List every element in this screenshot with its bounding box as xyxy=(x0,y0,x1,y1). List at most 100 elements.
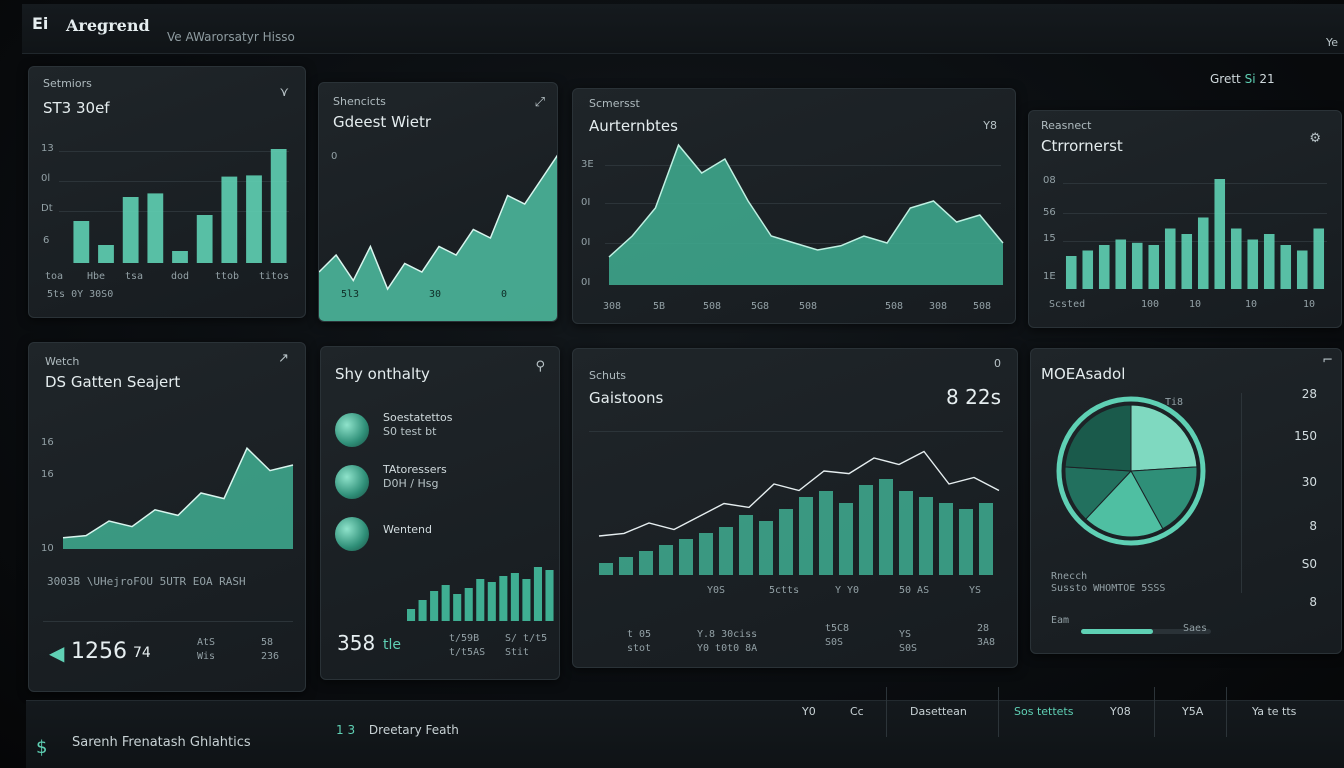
arrow-icon[interactable]: ↗ xyxy=(278,351,289,366)
tab-item[interactable]: Y0 xyxy=(802,705,816,718)
series-line xyxy=(608,143,1004,258)
breadcrumb[interactable]: Ve AWarorsatyr Hisso xyxy=(167,30,295,44)
y-tick: 0I xyxy=(581,277,591,288)
right-value: S0 xyxy=(1301,557,1317,571)
search-field[interactable]: Sarenh Frenatash Ghlahtics xyxy=(72,735,251,750)
stat-a: AtS xyxy=(197,637,216,648)
expand-icon[interactable]: ⤢ xyxy=(534,95,545,110)
big-value: 1256 xyxy=(71,639,127,664)
stat-a: t5C8 xyxy=(825,623,850,634)
panel-attributes[interactable]: Scmersst Aurternbtes Y8 3E 0I 0I 0I 308 … xyxy=(572,88,1016,324)
x-label: Scsted xyxy=(1049,299,1086,310)
app-logo: Ei xyxy=(32,14,49,33)
chart-bar xyxy=(699,533,713,575)
menu-icon[interactable]: 0 xyxy=(994,357,1001,370)
gem-icon xyxy=(335,413,369,447)
pie-chart xyxy=(1056,396,1206,546)
right-value: 28 xyxy=(1301,387,1317,401)
chart-bar xyxy=(1247,239,1259,289)
mid-status: 1 3 Dreetary Feath xyxy=(336,723,459,737)
chart-bar xyxy=(779,509,793,575)
stat-b: stot xyxy=(627,643,652,654)
bottom-bar: $ Sarenh Frenatash Ghlahtics 1 3 Dreetar… xyxy=(26,687,1344,768)
stat-a: t 05 xyxy=(627,629,652,640)
chart-bar xyxy=(246,175,262,263)
status-indicator: Grett Si 21 xyxy=(1210,72,1275,86)
status-value: Si xyxy=(1244,72,1256,86)
chart-bar xyxy=(430,591,439,621)
tab-item[interactable]: Dasettean xyxy=(910,705,967,718)
headline-value: 8 22s xyxy=(946,385,1001,409)
x-label: YS xyxy=(969,585,982,596)
tab-item[interactable]: Y08 xyxy=(1110,705,1131,718)
x-label: 508 xyxy=(703,301,722,312)
chart-bar xyxy=(1131,242,1143,289)
chart-bar xyxy=(679,539,693,575)
progress-track xyxy=(1081,629,1211,634)
more-icon[interactable]: ⋎ xyxy=(279,85,289,100)
chart-bar xyxy=(1214,179,1226,289)
tab-item[interactable]: Ya te tts xyxy=(1252,705,1297,718)
panel-title: MOEAsadol xyxy=(1041,365,1126,383)
chart-bar xyxy=(499,576,508,621)
panel-gatten-seajert[interactable]: Wetch DS Gatten Seajert ↗ 16 16 10 3003B… xyxy=(28,342,306,692)
x-label: toa xyxy=(45,271,64,282)
tab-item[interactable]: Y5A xyxy=(1182,705,1204,718)
gem-icon xyxy=(335,517,369,551)
series-line xyxy=(319,154,557,291)
panel-shy-onthalty[interactable]: Shy onthalty ⚲ Soestatettos S0 test bt T… xyxy=(320,346,560,680)
chart-bar xyxy=(719,527,733,575)
stat-b: S0S xyxy=(825,637,844,648)
chart-bar xyxy=(407,609,416,621)
stat-b: 236 xyxy=(261,651,280,662)
area-chart xyxy=(319,154,557,321)
close-icon[interactable]: ⌐ xyxy=(1322,353,1333,368)
tab-item[interactable]: Cc xyxy=(850,705,864,718)
big-value: 358 xyxy=(337,631,376,655)
x-label: tsa xyxy=(125,271,144,282)
stat-a: YS xyxy=(899,629,912,640)
panel-label: Scmersst xyxy=(589,97,640,110)
list-item[interactable]: Soestatettos S0 test bt xyxy=(335,409,545,453)
pie-slice xyxy=(1130,466,1198,530)
panel-environment[interactable]: Reasnect Ctrrornerst ⚙ 08 56 15 1E Scste… xyxy=(1028,110,1342,328)
panel-title: Ctrrornerst xyxy=(1041,137,1123,155)
panel-bar-summary[interactable]: Setmiors ST3 30ef ⋎ 13 0l Dt 6 toa Hbe t… xyxy=(28,66,306,318)
panel-title: Gdeest Wietr xyxy=(333,113,432,131)
x-label: 5ctts xyxy=(769,585,800,596)
x-label: 30 xyxy=(429,289,442,300)
x-label: 308 xyxy=(603,301,622,312)
chart-bar xyxy=(1148,245,1160,289)
chart-bar xyxy=(1230,228,1242,289)
dollar-icon[interactable]: $ xyxy=(36,737,48,758)
window-control[interactable]: Ye xyxy=(1325,36,1338,49)
stat-a: t/59B xyxy=(449,633,480,644)
menu-icon[interactable]: Y8 xyxy=(983,119,997,132)
x-label: 5B xyxy=(653,301,666,312)
chart-bar xyxy=(453,594,462,621)
chart-bar xyxy=(1280,245,1292,289)
panel-gaistoons[interactable]: Schuts Gaistoons 0 8 22s Y0S 5ctts Y Y0 … xyxy=(572,348,1018,668)
list-item[interactable]: Wentend xyxy=(335,513,545,557)
panel-pie-breakdown[interactable]: MOEAsadol ⌐ Ti8 28 150 30 8 S0 8 Rnecch … xyxy=(1030,348,1342,654)
list-item[interactable]: TAtoressers D0H / Hsg xyxy=(335,461,545,505)
chart-bar xyxy=(172,251,188,263)
chart-bar xyxy=(899,491,913,575)
stat-a: 58 xyxy=(261,637,274,648)
big-suffix: tle xyxy=(383,637,401,653)
stat-b: 3A8 xyxy=(977,637,996,648)
panel-footer: 3003B \UHejroFOU 5UTR EOA RASH xyxy=(47,575,246,588)
chart-bar xyxy=(533,567,542,621)
panel-title: Gaistoons xyxy=(589,389,664,407)
chart-bar xyxy=(418,600,427,621)
x-label: 5G8 xyxy=(751,301,770,312)
panel-area-trend[interactable]: Shencicts Gdeest Wietr ⤢ 0 5l3 30 0 xyxy=(318,82,558,322)
x-label: 10 xyxy=(1245,299,1258,310)
chart-bar xyxy=(839,503,853,575)
settings-icon[interactable]: ⚙ xyxy=(1309,131,1321,146)
y-tick: 08 xyxy=(1043,175,1056,186)
pin-icon[interactable]: ⚲ xyxy=(535,359,545,374)
tab-item[interactable]: Sos tettets xyxy=(1014,705,1074,718)
line-chart xyxy=(598,450,1000,575)
x-label: 50 AS xyxy=(899,585,930,596)
